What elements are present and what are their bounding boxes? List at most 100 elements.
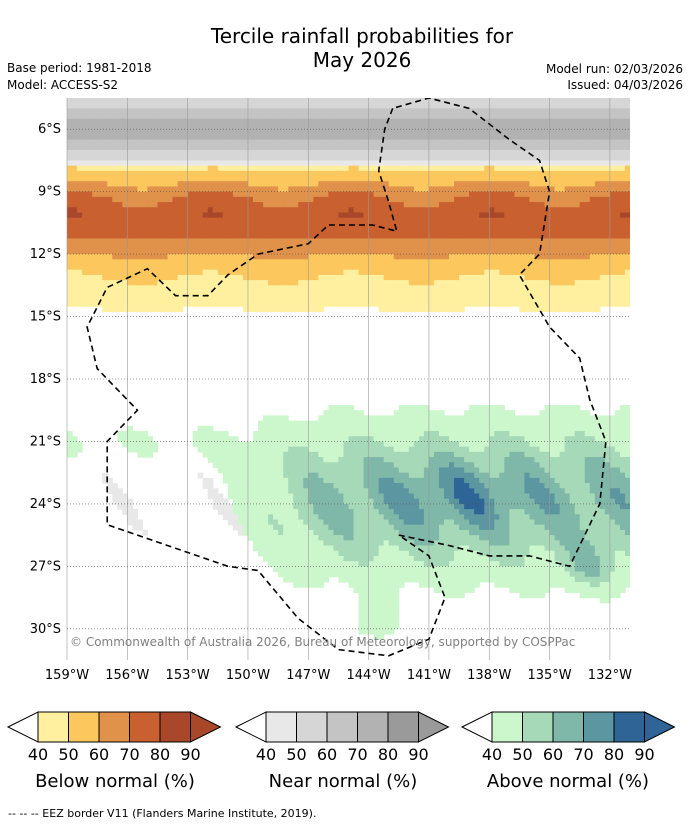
probability-cell <box>589 290 596 297</box>
probability-cell <box>569 248 576 255</box>
probability-cell <box>122 124 128 130</box>
probability-cell <box>217 243 224 250</box>
probability-cell <box>122 243 128 250</box>
probability-cell <box>232 243 239 250</box>
probability-cell <box>614 144 621 151</box>
probability-cell <box>132 160 138 167</box>
probability-cell <box>413 217 420 224</box>
probability-cell <box>624 160 630 167</box>
probability-cell <box>569 254 576 260</box>
probability-cell <box>489 269 495 276</box>
probability-cell <box>599 191 606 198</box>
probability-cell <box>202 108 209 115</box>
probability-cell <box>559 238 566 245</box>
probability-cell <box>207 170 214 177</box>
probability-cell <box>444 300 450 307</box>
probability-cell <box>313 139 319 146</box>
probability-cell <box>494 248 500 255</box>
probability-cell <box>187 238 194 245</box>
probability-cell <box>333 254 340 260</box>
probability-cell <box>318 150 324 156</box>
probability-cell <box>464 139 470 146</box>
probability-cell <box>609 98 616 104</box>
probability-cell <box>252 222 259 229</box>
probability-cell <box>87 264 93 271</box>
probability-cell <box>524 274 531 281</box>
probability-cell <box>594 186 601 193</box>
probability-cell <box>559 259 566 266</box>
probability-cell <box>499 238 505 245</box>
probability-cell <box>207 217 214 224</box>
probability-cell <box>152 181 159 188</box>
probability-cell <box>449 274 455 281</box>
probability-cell <box>217 170 224 177</box>
probability-cell <box>92 290 98 297</box>
probability-cell <box>237 274 244 281</box>
probability-cell <box>187 129 194 136</box>
probability-cell <box>383 165 390 172</box>
probability-cell <box>464 212 470 219</box>
probability-cell <box>549 420 556 427</box>
probability-cell <box>554 248 561 255</box>
probability-cell <box>132 134 138 141</box>
probability-cell <box>444 176 450 182</box>
probability-cell <box>112 285 118 292</box>
probability-cell <box>97 139 103 146</box>
probability-cell <box>298 295 304 302</box>
probability-cell <box>579 269 586 276</box>
probability-cell <box>534 212 541 219</box>
probability-cell <box>393 436 400 443</box>
probability-cell <box>479 176 485 182</box>
probability-cell <box>544 254 551 260</box>
probability-cell <box>308 170 314 177</box>
probability-cell <box>438 191 445 198</box>
probability-cell <box>539 248 546 255</box>
probability-cell <box>494 238 500 245</box>
probability-cell <box>433 98 440 104</box>
probability-cell <box>162 170 169 177</box>
probability-cell <box>579 295 586 302</box>
probability-cell <box>373 420 380 427</box>
probability-cell <box>614 170 621 177</box>
probability-cell <box>358 238 365 245</box>
probability-cell <box>102 248 108 255</box>
probability-cell <box>293 222 299 229</box>
probability-cell <box>137 295 144 302</box>
probability-cell <box>172 285 179 292</box>
probability-cell <box>363 176 370 182</box>
probability-cell <box>338 415 345 422</box>
probability-cell <box>579 176 586 182</box>
probability-cell <box>433 176 440 182</box>
probability-cell <box>459 420 465 427</box>
probability-cell <box>474 103 480 109</box>
probability-cell <box>544 222 551 229</box>
probability-cell <box>318 186 324 193</box>
probability-cell <box>609 295 616 302</box>
probability-cell <box>172 165 179 172</box>
probability-cell <box>534 165 541 172</box>
probability-cell <box>363 108 370 115</box>
probability-cell <box>624 420 630 427</box>
probability-cell <box>524 290 531 297</box>
probability-cell <box>484 207 490 214</box>
probability-cell <box>77 118 83 125</box>
probability-cell <box>398 202 405 208</box>
probability-cell <box>268 165 274 172</box>
probability-cell <box>197 228 204 234</box>
probability-cell <box>278 170 284 177</box>
probability-cell <box>418 425 425 432</box>
probability-cell <box>413 129 420 136</box>
probability-cell <box>328 118 335 125</box>
probability-cell <box>328 108 335 115</box>
probability-cell <box>524 238 531 245</box>
probability-cell <box>132 290 138 297</box>
probability-cell <box>393 165 400 172</box>
probability-cell <box>504 139 510 146</box>
probability-cell <box>187 170 194 177</box>
probability-cell <box>579 222 586 229</box>
probability-cell <box>162 264 169 271</box>
probability-cell <box>403 186 410 193</box>
probability-cell <box>589 212 596 219</box>
probability-cell <box>192 254 199 260</box>
probability-cell <box>343 280 350 286</box>
